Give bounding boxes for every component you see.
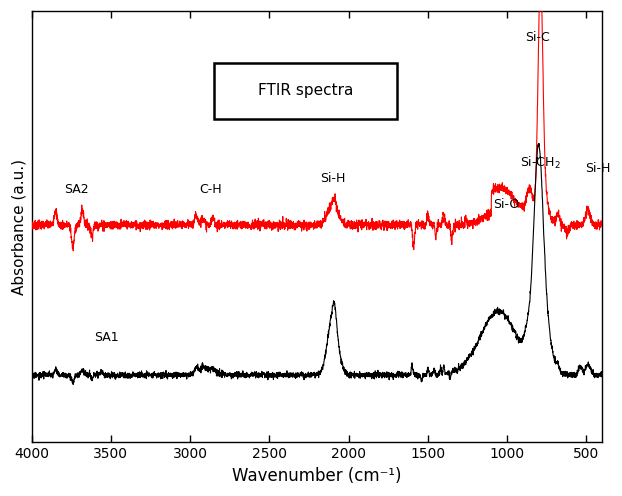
Y-axis label: Absorbance (a.u.): Absorbance (a.u.) [11,159,26,295]
X-axis label: Wavenumber (cm⁻¹): Wavenumber (cm⁻¹) [232,467,402,485]
Text: Si-O: Si-O [493,198,519,211]
Text: SA1: SA1 [94,331,118,344]
Text: SA2: SA2 [63,183,88,196]
Text: FTIR spectra: FTIR spectra [258,83,353,98]
Text: C-H: C-H [200,183,222,196]
Text: Si-C: Si-C [525,31,550,44]
Text: Si-H: Si-H [585,162,610,176]
Text: Si-CH$_2$: Si-CH$_2$ [520,155,560,171]
Text: Si-H: Si-H [320,172,345,185]
FancyBboxPatch shape [214,63,397,119]
